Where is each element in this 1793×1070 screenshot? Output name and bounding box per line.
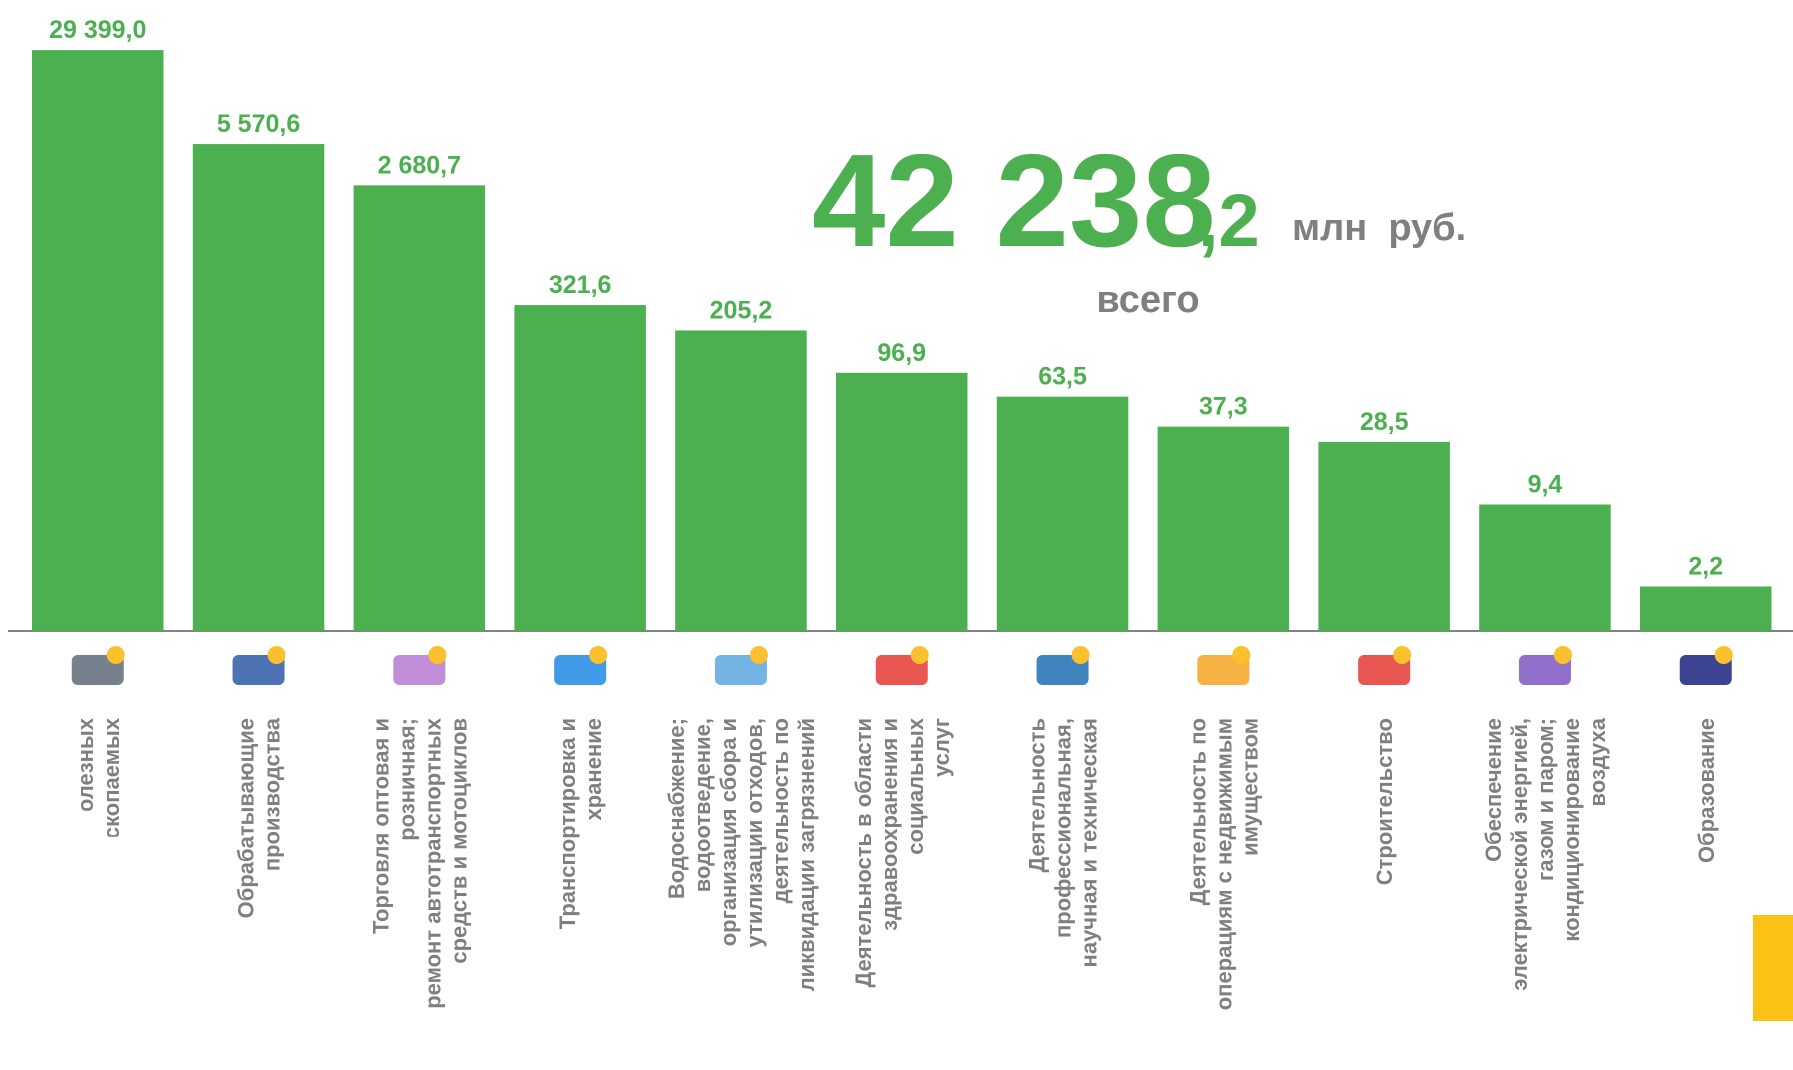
x-tick-label: розничная;	[394, 718, 419, 841]
x-tick-label: организация сбора и	[716, 718, 741, 946]
x-tick-label: профессиональная,	[1051, 718, 1076, 938]
bar	[1157, 426, 1290, 631]
bar	[836, 372, 968, 631]
category-icon	[1679, 655, 1732, 685]
x-tick-label: социальных	[903, 717, 928, 855]
x-tick-label: Деятельность	[1025, 718, 1050, 873]
category-icon-detail	[1232, 646, 1251, 664]
x-tick-label: кондиционирование	[1559, 718, 1584, 942]
x-tick-label: Добыча полезных	[73, 717, 98, 918]
category-icon-detail	[1071, 646, 1090, 664]
value-label: 63,5	[1038, 363, 1087, 391]
bar	[1640, 586, 1772, 631]
value-label: 5 570,6	[217, 110, 300, 138]
value-label: 29 399,0	[49, 16, 146, 44]
x-tick-label: Деятельность по	[1185, 718, 1210, 905]
value-label: 205,2	[710, 296, 773, 324]
x-tick-label: Водоснабжение;	[664, 718, 689, 899]
x-tick-label: ископаемых	[99, 717, 124, 852]
x-tick-label: ликвидации загрязнений	[794, 718, 819, 991]
x-tick-label: услуг	[929, 718, 954, 777]
headline-fraction: ,2	[1198, 179, 1260, 262]
x-tick-label: хранение	[581, 718, 606, 820]
value-label: 321,6	[549, 271, 612, 299]
x-tick-label: Обеспечение	[1481, 718, 1506, 862]
headline-integer: 42 238	[812, 127, 1216, 274]
category-icon	[875, 655, 928, 685]
x-tick-label: ремонт автотранспортных	[420, 717, 445, 1009]
x-tick-label: операциям с недвижимым	[1211, 718, 1236, 1010]
bar	[1479, 504, 1611, 631]
headline-unit: млн руб.	[1292, 207, 1466, 249]
bar	[514, 305, 646, 631]
value-label: 37,3	[1199, 393, 1248, 421]
category-icon-detail	[910, 646, 929, 664]
category-icon-detail	[1393, 646, 1412, 664]
category-icon-detail	[749, 646, 768, 664]
category-icon-detail	[1714, 646, 1733, 664]
x-tick-label: Образование	[1694, 718, 1719, 863]
x-tick-label: утилизации отходов,	[742, 718, 767, 947]
x-tick-label: деятельность по	[768, 718, 793, 903]
x-tick-label: Строительство	[1372, 718, 1397, 885]
bar	[996, 396, 1129, 631]
x-tick-label: газом и паром;	[1533, 718, 1558, 881]
category-icon-detail	[106, 646, 125, 664]
x-tick-label: производства	[260, 717, 285, 871]
category-icon	[71, 655, 124, 685]
category-icon	[714, 655, 767, 685]
value-label: 96,9	[877, 339, 926, 367]
x-tick-label: электрической энергией,	[1507, 718, 1532, 991]
category-icon-detail	[267, 646, 286, 664]
category-icon	[554, 655, 607, 685]
icons	[71, 646, 1733, 685]
value-label: 9,4	[1528, 470, 1563, 498]
x-tick-label: Деятельность в области	[851, 718, 876, 987]
value-label: 2,2	[1688, 552, 1723, 580]
category-icon	[232, 655, 285, 685]
x-tick-label: Обрабатывающие	[234, 718, 259, 918]
x-tick-label: здравоохранения и	[877, 718, 902, 931]
x-tick-label: имуществом	[1237, 718, 1262, 856]
category-icon	[393, 655, 446, 685]
bar	[353, 185, 486, 631]
x-tick-label: водоотведение,	[690, 718, 715, 892]
category-icon-detail	[589, 646, 608, 664]
category-icon	[1358, 655, 1411, 685]
value-label: 2 680,7	[378, 151, 461, 179]
corner-badge	[1753, 915, 1793, 1021]
x-tick-label: научная и техническая	[1077, 718, 1102, 967]
bar	[192, 144, 325, 631]
value-label: 28,5	[1360, 408, 1409, 436]
category-icon	[1197, 655, 1250, 685]
category-icon	[1518, 655, 1571, 685]
bar	[32, 50, 164, 632]
category-icon-detail	[1553, 646, 1572, 664]
x-tick-label: Транспортировка и	[555, 718, 580, 929]
category-icon-detail	[428, 646, 447, 664]
x-tick-label: Торговля оптовая и	[368, 718, 393, 934]
category-icon	[1036, 655, 1089, 685]
x-tick-label: средств и мотоциклов	[446, 718, 471, 964]
bar	[675, 330, 807, 631]
x-tick-label: воздуха	[1585, 717, 1610, 806]
headline-caption: всего	[1096, 279, 1199, 321]
bar	[1318, 441, 1450, 631]
